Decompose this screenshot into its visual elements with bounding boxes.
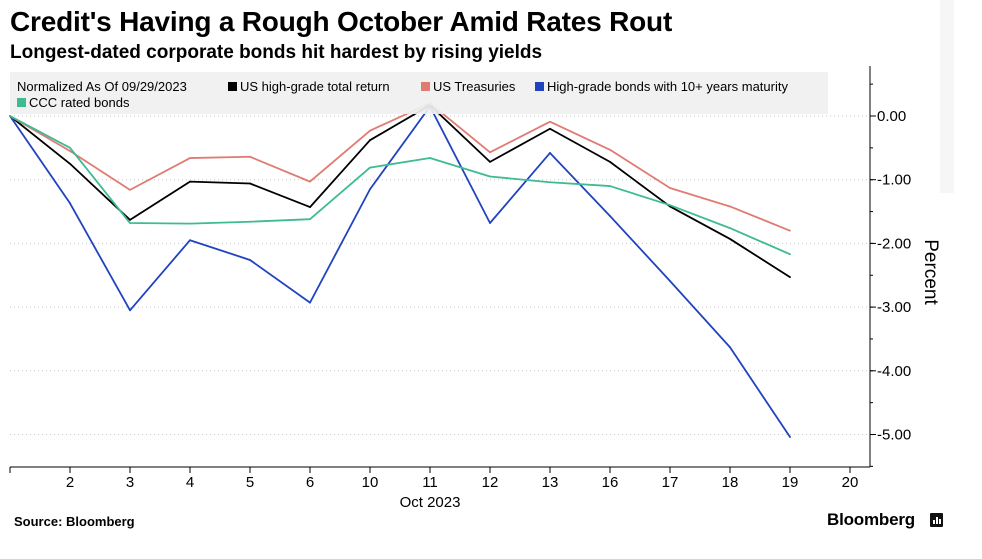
data-point-high-grade-bonds-with-10-years-maturity [189, 239, 191, 242]
data-point-ccc-rated-bonds [729, 227, 731, 230]
data-point-ccc-rated-bonds [369, 166, 371, 169]
x-tick-label: 11 [422, 474, 438, 491]
data-point-ccc-rated-bonds [309, 218, 311, 221]
data-point-ccc-rated-bonds [189, 222, 191, 225]
data-point-ccc-rated-bonds [429, 157, 431, 159]
data-point-us-treasuries [729, 205, 731, 208]
terminal-icon [930, 513, 943, 527]
x-tick-label: 13 [542, 474, 559, 491]
data-point-us-treasuries [489, 151, 491, 154]
data-point-high-grade-bonds-with-10-years-maturity [69, 202, 71, 205]
x-tick-label: 6 [306, 474, 314, 491]
chart-title: Credit's Having a Rough October Amid Rat… [10, 6, 673, 37]
chart-subtitle: Longest-dated corporate bonds hit hardes… [10, 42, 543, 63]
data-point-us-high-grade-total-return [789, 276, 791, 279]
y-tick-label: -4.00 [877, 363, 911, 380]
legend-box [10, 72, 828, 114]
data-point-ccc-rated-bonds [129, 222, 131, 224]
data-point-ccc-rated-bonds [249, 220, 251, 223]
data-point-us-high-grade-total-return [69, 162, 71, 165]
data-point-ccc-rated-bonds [609, 185, 611, 187]
legend-label: High-grade bonds with 10+ years maturity [547, 79, 788, 94]
data-point-ccc-rated-bonds [789, 253, 791, 256]
x-tick-label: 12 [482, 474, 499, 491]
data-point-high-grade-bonds-with-10-years-maturity [669, 280, 671, 282]
legend-note: Normalized As Of 09/29/2023 [17, 79, 187, 94]
data-point-ccc-rated-bonds [69, 146, 71, 149]
x-tick-label: 20 [842, 474, 859, 491]
data-point-us-high-grade-total-return [369, 139, 371, 142]
data-point-us-high-grade-total-return [249, 182, 251, 185]
data-point-us-high-grade-total-return [549, 127, 551, 130]
data-point-us-treasuries [669, 187, 671, 189]
data-point-us-high-grade-total-return [609, 160, 611, 163]
data-point-high-grade-bonds-with-10-years-maturity [249, 259, 251, 261]
legend-swatch [421, 82, 430, 91]
legend-label: US high-grade total return [240, 79, 390, 94]
series-line-us-treasuries [9, 102, 791, 232]
y-tick-label: -5.00 [877, 427, 911, 444]
y-tick-label: -2.00 [877, 235, 911, 252]
gridlines [10, 115, 870, 435]
data-point-ccc-rated-bonds [9, 115, 11, 117]
x-tick-label: 19 [782, 474, 799, 491]
legend-swatch [228, 82, 237, 91]
series-line-ccc-rated-bonds [9, 115, 791, 256]
data-point-us-treasuries [549, 120, 551, 123]
data-point-us-treasuries [69, 150, 71, 152]
source-note: Source: Bloomberg [14, 514, 135, 529]
data-point-us-high-grade-total-return [129, 218, 131, 221]
x-tick-label: 2 [66, 474, 74, 491]
x-tick-label: 5 [246, 474, 254, 491]
data-point-high-grade-bonds-with-10-years-maturity [789, 436, 791, 438]
x-tick-label: 18 [722, 474, 739, 491]
data-point-ccc-rated-bonds [489, 175, 491, 178]
legend: Normalized As Of 09/29/2023 US high-grade… [10, 72, 828, 114]
x-tick-label: 4 [186, 474, 194, 491]
data-point-high-grade-bonds-with-10-years-maturity [729, 346, 731, 349]
data-point-us-treasuries [609, 148, 611, 151]
y-tick-label: -1.00 [877, 172, 911, 189]
right-shade-panel [940, 0, 954, 193]
y-tick-label: 0.00 [877, 108, 906, 125]
data-point-us-high-grade-total-return [489, 160, 491, 163]
data-point-high-grade-bonds-with-10-years-maturity [549, 152, 551, 154]
data-point-high-grade-bonds-with-10-years-maturity [609, 215, 611, 217]
legend-swatch [17, 98, 26, 107]
data-point-us-treasuries [189, 157, 191, 159]
data-point-high-grade-bonds-with-10-years-maturity [369, 188, 371, 191]
axes: 0.00 -1.00 -2.00 -3.00 -4.00 -5.00 2 3 4 5 6 10 11 12… [9, 66, 941, 511]
legend-label: US Treasuries [433, 79, 516, 94]
series-line-high-grade-bonds-with-10-years-maturity [9, 105, 791, 438]
series-lines [9, 102, 791, 438]
data-point-high-grade-bonds-with-10-years-maturity [129, 309, 131, 312]
data-point-us-treasuries [789, 229, 791, 232]
data-point-us-treasuries [369, 129, 371, 132]
y-tick-label: -3.00 [877, 299, 911, 316]
x-tick-label: 10 [362, 474, 379, 491]
data-point-us-treasuries [249, 155, 251, 158]
data-point-us-treasuries [129, 188, 131, 191]
y-axis-label: Percent [920, 239, 941, 305]
data-point-us-high-grade-total-return [729, 238, 731, 240]
x-tick-label: 3 [126, 474, 134, 491]
x-tick-label: 16 [602, 474, 619, 491]
data-point-high-grade-bonds-with-10-years-maturity [489, 222, 491, 224]
data-point-us-high-grade-total-return [189, 180, 191, 183]
legend-label: CCC rated bonds [29, 95, 130, 110]
brand-logo: Bloomberg [827, 510, 915, 529]
data-point-us-high-grade-total-return [309, 206, 311, 208]
series-line-us-high-grade-total-return [9, 104, 791, 278]
legend-swatch [535, 82, 544, 91]
data-point-us-treasuries [309, 180, 311, 183]
data-point-ccc-rated-bonds [669, 204, 671, 207]
x-axis-label: Oct 2023 [400, 494, 461, 511]
x-tick-label: 17 [662, 474, 679, 491]
data-point-high-grade-bonds-with-10-years-maturity [309, 301, 311, 304]
data-point-ccc-rated-bonds [549, 181, 551, 184]
